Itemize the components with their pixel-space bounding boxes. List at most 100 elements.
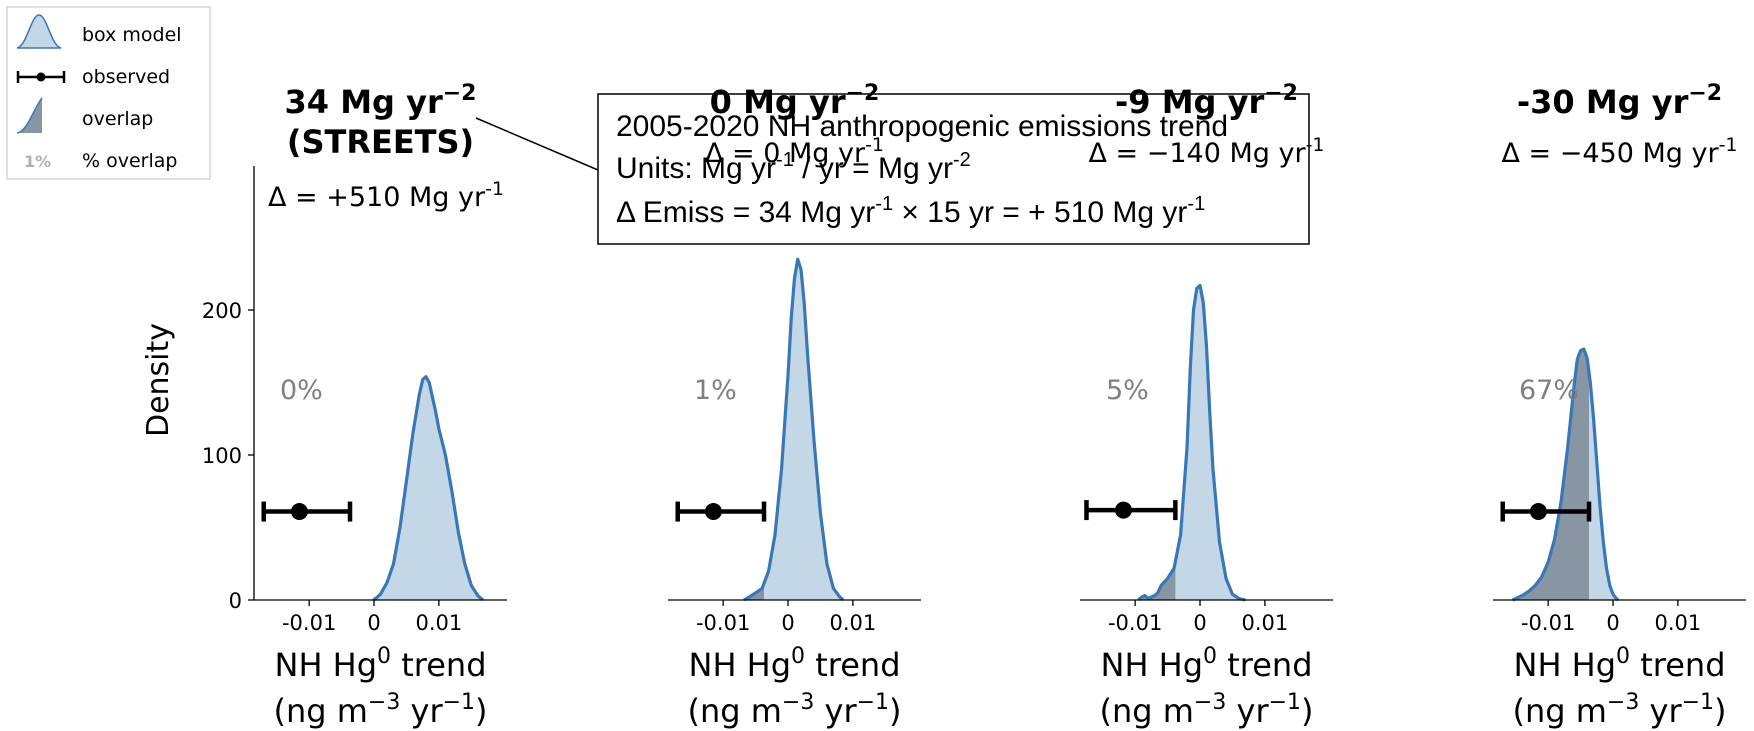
panel-title-part: −2 [1688, 81, 1722, 106]
x-axis-label-line2-part: (ng m [687, 692, 781, 730]
x-axis-label-line1-part: trend [391, 646, 486, 684]
annotation-line3-sup1: -1 [875, 193, 893, 215]
panel-title-part: -9 Mg yr [1115, 83, 1264, 121]
overlap-pct-label: 5% [1106, 375, 1149, 406]
x-axis-label-line1: NH Hg0 trend [275, 644, 487, 684]
x-axis-label-line1-part: NH Hg [1514, 646, 1617, 684]
x-axis-label-line2-part: −1 [857, 690, 889, 715]
x-tick-label: 0.01 [1655, 611, 1702, 635]
x-tick-label: -0.01 [1521, 611, 1575, 635]
legend-overlap-outline [16, 97, 43, 134]
delta-label-part: -1 [865, 134, 884, 156]
legend-label-box-model: box model [82, 24, 182, 46]
y-tick-label: 200 [202, 299, 242, 323]
annotation-line1: 2005-2020 NH anthropogenic emissions tre… [616, 110, 1228, 143]
x-axis-label-line1-part: trend [805, 646, 900, 684]
annotation-line3-a: Δ Emiss = 34 Mg yr [616, 196, 875, 229]
annotation-line3-sup2: -1 [1187, 193, 1205, 215]
x-axis-label-line1: NH Hg0 trend [689, 644, 901, 684]
legend-label-observed: observed [82, 66, 170, 88]
overlap-pct-label: 1% [694, 375, 737, 406]
x-axis-label-line2-part: −3 [1194, 690, 1226, 715]
kde-line [1511, 347, 1620, 602]
panel-title-part: 34 Mg yr [285, 83, 443, 121]
annotation-line3-b: × 15 yr = + 510 Mg yr [893, 196, 1187, 229]
x-axis-label-line1-part: 0 [791, 644, 805, 669]
legend-overlap-icon [17, 98, 42, 133]
panel-title: 34 Mg yr−2 [285, 81, 477, 121]
kde-fill [1138, 285, 1246, 600]
delta-label: Δ = +510 Mg yr-1 [268, 178, 504, 213]
x-axis-label-line2: (ng m−3 yr−1) [1099, 690, 1313, 730]
x-axis-label-line2-part: −3 [368, 690, 400, 715]
y-tick-label: 100 [202, 444, 242, 468]
delta-label-part: Δ = 0 Mg yr [705, 138, 866, 169]
x-axis-label-line2-part: −1 [443, 690, 475, 715]
x-axis-label-line2-part: −1 [1682, 690, 1714, 715]
x-tick-label: -0.01 [696, 611, 750, 635]
x-axis-label-line2-part: (ng m [273, 692, 367, 730]
x-axis-label-line2-part: ) [1301, 692, 1313, 730]
x-axis-label-line2-part: ) [889, 692, 901, 730]
delta-label-part: -1 [1306, 134, 1325, 156]
legend-item-overlap: overlap [16, 97, 153, 134]
y-tick-label: 0 [229, 589, 242, 613]
overlap-pct-label: 0% [280, 375, 323, 406]
x-tick-label: 0.01 [1242, 611, 1289, 635]
panel-title-part: −2 [443, 81, 477, 106]
x-axis-label-line1-part: trend [1217, 646, 1312, 684]
overlap-pct-label: 67% [1519, 375, 1579, 406]
delta-label: Δ = −450 Mg yr-1 [1501, 134, 1737, 169]
annotation-line2-a: Units: Mg yr [616, 152, 776, 185]
panel-3: -0.01 0 0.015%-9 Mg yr−2Δ = −140 Mg yr-1NH… [1080, 81, 1333, 730]
x-tick-label: 0 [1606, 611, 1619, 635]
legend-label-overlap: overlap [82, 108, 153, 130]
x-axis-label-line1-part: 0 [1616, 644, 1630, 669]
x-axis-label-line2: (ng m−3 yr−1) [1512, 690, 1726, 730]
x-axis-label-line2-part: yr [1639, 692, 1682, 730]
delta-label-part: -1 [485, 178, 504, 200]
legend-pct-sample: 1% [24, 152, 51, 171]
legend-errorbar-dot [36, 72, 46, 82]
annotation-line2-sup1: -1 [776, 149, 794, 171]
x-axis-label-line2-part: ) [1714, 692, 1726, 730]
panel-4: -0.01 0 0.01 67% -30 Mg yr−2 Δ = −450 Mg yr-1… [1493, 81, 1746, 730]
x-axis-label-line2: (ng m−3 yr−1) [273, 690, 487, 730]
y-axis-label: Density [141, 323, 176, 437]
observed-point [1114, 501, 1132, 519]
x-axis-label-line1-part: 0 [377, 644, 391, 669]
panel-title: -30 Mg yr−2 [1517, 81, 1722, 121]
annotation-line2-b: / yr = Mg yr [794, 152, 953, 185]
x-axis-label-line2-part: −1 [1269, 690, 1301, 715]
x-axis-label-line2-part: −3 [782, 690, 814, 715]
x-tick-label: -0.01 [282, 611, 336, 635]
kde-line [1137, 283, 1246, 602]
legend-kde-icon [16, 14, 62, 49]
legend-item-pct: 1% % overlap [24, 150, 177, 172]
legend-label-pct: % overlap [82, 150, 177, 172]
x-axis-label-line1-part: NH Hg [275, 646, 378, 684]
kde-fill [373, 376, 483, 600]
x-tick-label: -0.01 [1108, 611, 1162, 635]
kde-line [743, 257, 845, 602]
panel-title-part: -30 Mg yr [1517, 83, 1689, 121]
x-axis-label-line1-part: NH Hg [689, 646, 792, 684]
observed-point [704, 503, 722, 521]
annotation-line2-sup2: -2 [953, 149, 971, 171]
delta-label: Δ = −140 Mg yr-1 [1088, 134, 1324, 169]
x-tick-label: 0.01 [830, 611, 877, 635]
x-axis-label-line1-part: trend [1630, 646, 1725, 684]
observed-point [290, 503, 308, 521]
overlap-fill [1138, 561, 1176, 600]
panel-title-part: 0 Mg yr [710, 83, 846, 121]
delta-label: Δ = 0 Mg yr-1 [705, 134, 884, 169]
x-tick-label: 0.01 [416, 611, 463, 635]
overlap-fill [1512, 349, 1589, 600]
x-axis-label-line1: NH Hg0 trend [1514, 644, 1726, 684]
x-axis-label-line2-part: ) [475, 692, 487, 730]
kde-line [372, 375, 485, 602]
x-axis-label-line2-part: yr [814, 692, 857, 730]
panel-title-extra: (STREETS) [287, 123, 474, 161]
x-tick-label: 0 [1193, 611, 1206, 635]
